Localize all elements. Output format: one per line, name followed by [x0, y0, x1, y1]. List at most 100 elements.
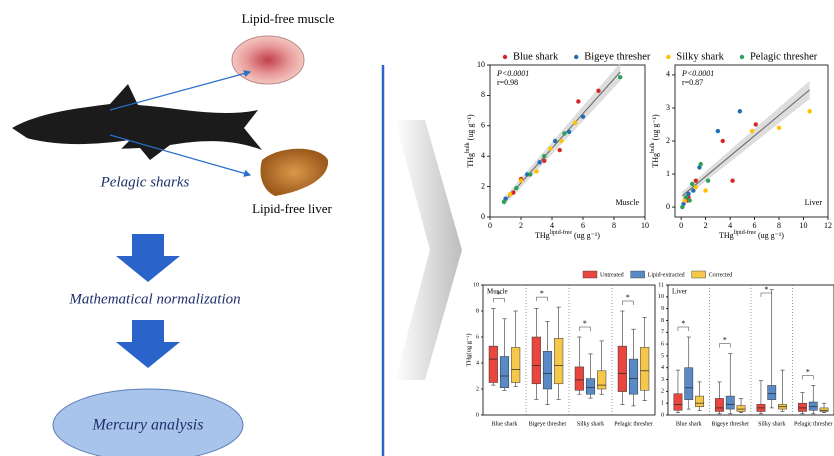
x-tick-label: Bigeye thresher [711, 421, 749, 427]
legend-swatch [583, 271, 597, 278]
y-tick-label: 0 [476, 412, 479, 418]
y-tick-label: 1 [666, 169, 670, 178]
y-tick-label: 3 [661, 377, 664, 383]
y-tick-label: 9 [661, 306, 664, 312]
y-tick-label: 3 [666, 103, 670, 112]
axis-label: THgbulk (ug g⁻¹) [465, 114, 474, 168]
point [562, 131, 566, 135]
point [777, 126, 781, 130]
panel-label: Liver [805, 198, 823, 207]
regression-line [682, 90, 809, 196]
x-tick-label: 0 [679, 221, 683, 230]
shark-label: Pelagic sharks [100, 174, 190, 190]
muscle-image [232, 36, 304, 84]
panel-label: Muscle [615, 198, 639, 207]
muscle-label: Lipid-free muscle [242, 11, 335, 26]
axis-label: THglipid-free (ug g⁻¹) [719, 229, 784, 239]
x-tick-label: 2 [519, 221, 523, 230]
legend-marker [740, 55, 744, 59]
axis-label-sup: bulk [465, 142, 471, 153]
axis-label-sup: lipid-free [550, 229, 573, 236]
x-tick-label: 8 [612, 221, 616, 230]
down-arrow [116, 320, 180, 368]
axis-label-unit: (ug g⁻¹) [466, 114, 475, 142]
y-tick-label: 4 [666, 70, 670, 79]
box [618, 346, 627, 392]
box [737, 406, 745, 412]
point [508, 192, 512, 196]
significance: * [540, 289, 544, 298]
legend-swatch [692, 271, 706, 278]
x-tick-label: 4 [728, 221, 732, 230]
x-tick-label: Silky shark [577, 421, 604, 427]
y-tick-label: 2 [481, 181, 485, 190]
y-tick-label: 11 [658, 282, 664, 288]
x-tick-label: 2 [704, 221, 708, 230]
confidence-band [504, 63, 620, 206]
axis-label-text: THg [466, 153, 475, 168]
box [695, 396, 703, 407]
point [519, 178, 523, 182]
box [640, 347, 649, 390]
point [502, 200, 506, 204]
legend-label: Corrected [709, 272, 733, 278]
box [586, 379, 595, 395]
legend-label: Lipid-extracted [648, 272, 685, 278]
x-tick-label: 10 [641, 221, 649, 230]
point [558, 148, 562, 152]
legend-label: Untreated [600, 272, 624, 278]
legend-marker [666, 55, 670, 59]
flow-arrow [395, 120, 462, 380]
point [690, 182, 694, 186]
panel-label: Liver [672, 288, 688, 296]
legend-marker [574, 55, 578, 59]
panel-label: Muscle [487, 288, 508, 296]
box [500, 357, 509, 388]
x-tick-label: 4 [550, 221, 554, 230]
down-arrow [116, 234, 180, 282]
point [559, 139, 563, 143]
box [597, 371, 606, 389]
p-value: P<0.0001 [681, 69, 714, 78]
y-tick-label: 8 [661, 318, 664, 324]
page: { "left": { "muscle_label": "Lipid-free … [0, 0, 834, 456]
point [596, 89, 600, 93]
legend-label: Silky shark [676, 51, 724, 62]
significance: * [626, 293, 630, 302]
axis-label-unit: (ug g⁻¹) [651, 114, 660, 142]
point [542, 154, 546, 158]
box [532, 337, 541, 384]
y-tick-label: 2 [476, 386, 479, 392]
y-tick-label: 4 [476, 360, 479, 366]
box [798, 403, 806, 411]
axis-label-unit: (ug g⁻¹) [572, 231, 600, 240]
point [730, 178, 734, 182]
p-value: P<0.0001 [496, 69, 529, 78]
y-tick-label: 10 [477, 60, 485, 69]
box [629, 359, 638, 394]
x-tick-label: Blue shark [492, 421, 518, 427]
legend-swatch [631, 271, 645, 278]
point [706, 178, 710, 182]
y-tick-label: 1 [661, 401, 664, 407]
point [703, 188, 707, 192]
point [542, 159, 546, 163]
significance: * [764, 285, 768, 294]
x-tick-label: Bigeye thresher [529, 421, 567, 427]
point [684, 195, 688, 199]
y-tick-label: 10 [473, 282, 479, 288]
point [680, 205, 684, 209]
box [511, 347, 520, 382]
box [674, 394, 682, 411]
y-tick-label: 0 [481, 212, 485, 221]
x-tick-label: 12 [824, 221, 832, 230]
y-tick-label: 10 [658, 294, 664, 300]
x-tick-label: 6 [753, 221, 757, 230]
axis-label-sup: lipid-free [734, 229, 757, 236]
x-tick-label: 8 [777, 221, 781, 230]
liver-label: Lipid-free liver [252, 201, 332, 216]
x-tick-label: Pelagic thresher [794, 421, 832, 427]
point [537, 160, 541, 164]
significance: * [681, 319, 685, 328]
point [754, 122, 758, 126]
